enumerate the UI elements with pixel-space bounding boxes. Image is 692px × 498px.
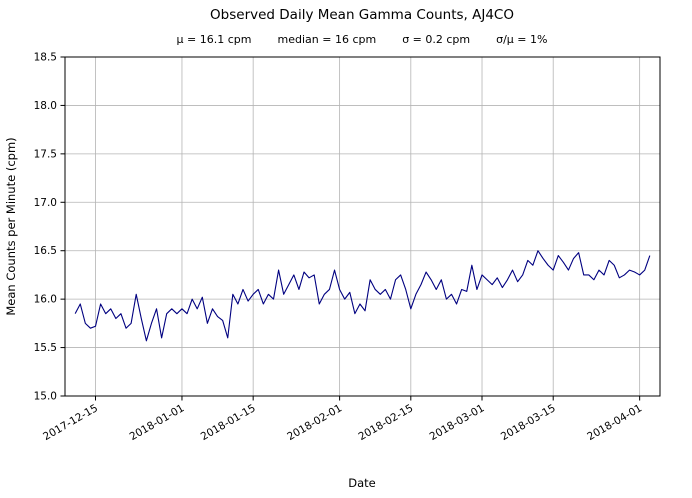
y-axis-label: Mean Counts per Minute (cpm) [4, 137, 18, 315]
y-tick-label: 18.0 [34, 100, 57, 112]
chart-stats-line: μ = 16.1 cpm median = 16 cpm σ = 0.2 cpm σ/… [177, 33, 548, 46]
stat-sigma: σ = 0.2 cpm [402, 33, 470, 46]
plot-area: 15.0 15.5 16.0 16.5 17.0 17.5 18.0 18.5 2017-12-… [34, 52, 661, 443]
x-tick-label: 2018-04-01 [585, 402, 644, 443]
data-line [74, 250, 651, 342]
chart-title: Observed Daily Mean Gamma Counts, AJ4CO [210, 7, 514, 23]
x-tick-label: 2018-03-15 [499, 402, 558, 443]
stat-median: median = 16 cpm [278, 33, 377, 46]
plot-border [64, 56, 661, 397]
y-tick-label: 15.0 [34, 391, 57, 403]
y-tick-label: 16.0 [34, 294, 57, 306]
x-axis-label: Date [348, 476, 376, 490]
x-tick-label: 2018-03-01 [428, 402, 487, 443]
y-tick-label: 17.0 [34, 197, 57, 209]
y-tick-label: 16.5 [34, 245, 57, 257]
x-tick-label: 2018-02-01 [285, 402, 344, 443]
y-tick-label: 15.5 [34, 342, 57, 354]
x-tick-label: 2018-01-15 [199, 402, 258, 443]
x-tick-label: 2018-01-01 [128, 402, 187, 443]
stat-sigma-over-mu: σ/μ = 1% [496, 33, 547, 46]
y-tick-label: 18.5 [34, 52, 57, 64]
stat-mean: μ = 16.1 cpm [177, 33, 252, 46]
x-tick-label: 2018-02-15 [356, 402, 415, 443]
y-tick-label: 17.5 [34, 148, 57, 160]
x-tick-label: 2017-12-15 [41, 402, 100, 443]
